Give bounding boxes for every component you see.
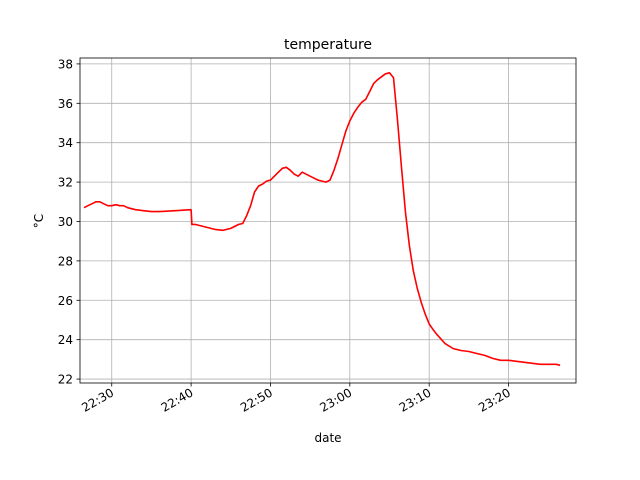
- y-tick-label: 36: [58, 97, 73, 111]
- x-axis-label: date: [314, 431, 341, 445]
- y-tick-label: 28: [58, 254, 73, 268]
- y-tick-label: 30: [58, 215, 73, 229]
- grid-lines: [80, 58, 576, 383]
- series-line-0: [83, 72, 561, 367]
- y-axis: 22 24 26 28 30 32 34 36 38: [58, 57, 80, 387]
- y-tick-label: 24: [58, 333, 73, 347]
- chart-title: temperature: [284, 37, 372, 53]
- plot-area: [83, 72, 561, 367]
- y-tick-label: 34: [58, 136, 73, 150]
- y-tick-label: 22: [58, 373, 73, 387]
- y-tick-label: 38: [58, 57, 73, 71]
- plot-frame: [79, 57, 577, 384]
- y-tick-label: 32: [58, 176, 73, 190]
- y-axis-label: °C: [32, 214, 46, 228]
- y-tick-label: 26: [58, 294, 73, 308]
